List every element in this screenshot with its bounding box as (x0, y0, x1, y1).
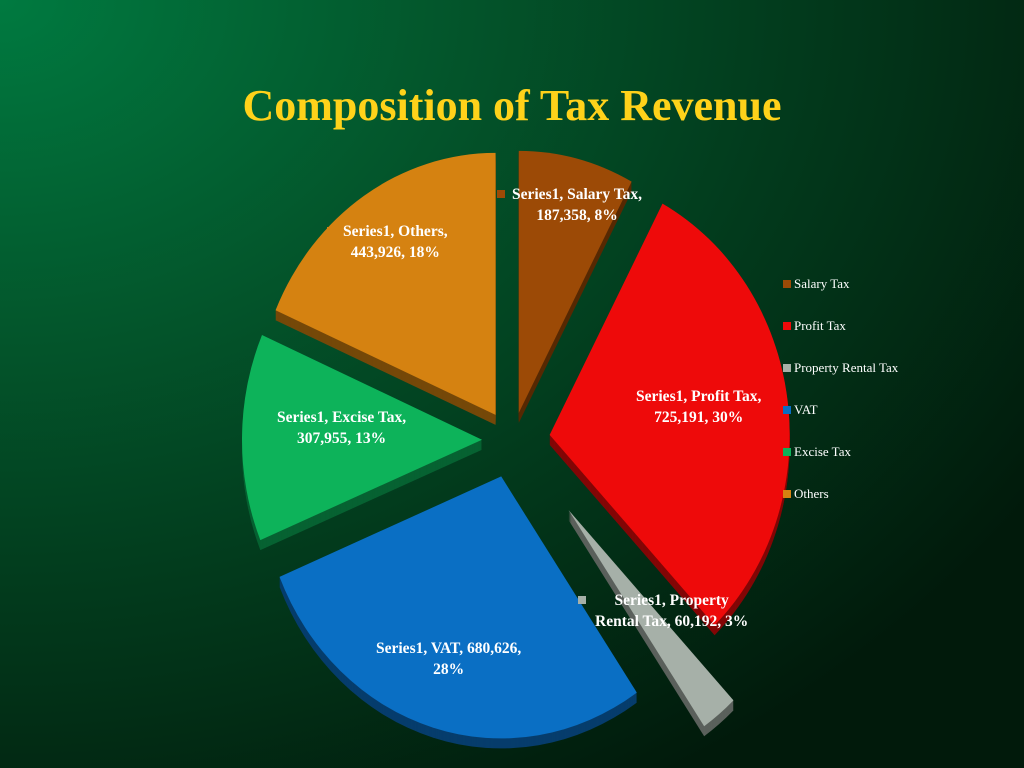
legend-item-property-rental-tax: Property Rental Tax (783, 360, 898, 376)
legend-swatch-excise-tax (783, 448, 791, 456)
slice-others[interactable] (275, 152, 496, 415)
legend-label-others: Others (794, 486, 829, 501)
legend-swatch-others (783, 490, 791, 498)
data-label-marker-property-rental-tax (578, 596, 586, 604)
slice-vat[interactable] (279, 476, 637, 739)
legend-item-others: Others (783, 486, 829, 502)
legend-item-salary-tax: Salary Tax (783, 276, 850, 292)
data-label-marker-salary-tax (497, 190, 505, 198)
data-label-profit-tax: Series1, Profit Tax, 725,191, 30% (636, 388, 762, 426)
legend-item-profit-tax: Profit Tax (783, 318, 846, 334)
legend-label-property-rental-tax: Property Rental Tax (794, 360, 899, 375)
legend-swatch-salary-tax (783, 280, 791, 288)
data-label-salary-tax: Series1, Salary Tax, 187,358, 8% (512, 186, 643, 224)
slice-property-rental-tax[interactable] (568, 510, 734, 727)
slice-excise-tax[interactable] (242, 335, 483, 541)
legend-item-excise-tax: Excise Tax (783, 444, 851, 460)
data-label-excise-tax: Series1, Excise Tax, 307,955, 13% (277, 409, 407, 447)
slice-profit-tax[interactable] (549, 203, 790, 626)
legend-label-profit-tax: Profit Tax (794, 318, 846, 333)
data-label-others: Series1, Others, 443,926, 18% (343, 223, 448, 261)
legend-swatch-vat (783, 406, 791, 414)
slice-salary-tax[interactable] (518, 150, 632, 413)
legend-swatch-profit-tax (783, 322, 791, 330)
data-label-marker-others (327, 227, 335, 235)
data-label-vat: Series1, VAT, 680,626, 28% (376, 640, 522, 678)
legend-swatch-property-rental-tax (783, 364, 791, 372)
legend-label-salary-tax: Salary Tax (794, 276, 850, 291)
slice-layer (242, 150, 790, 739)
data-label-property-rental-tax: Series1, Property Rental Tax, 60,192, 3% (595, 592, 749, 630)
legend-label-excise-tax: Excise Tax (794, 444, 851, 459)
slide-title: Composition of Tax Revenue (242, 81, 782, 130)
legend-item-vat: VAT (783, 402, 818, 418)
legend-label-vat: VAT (794, 402, 818, 417)
